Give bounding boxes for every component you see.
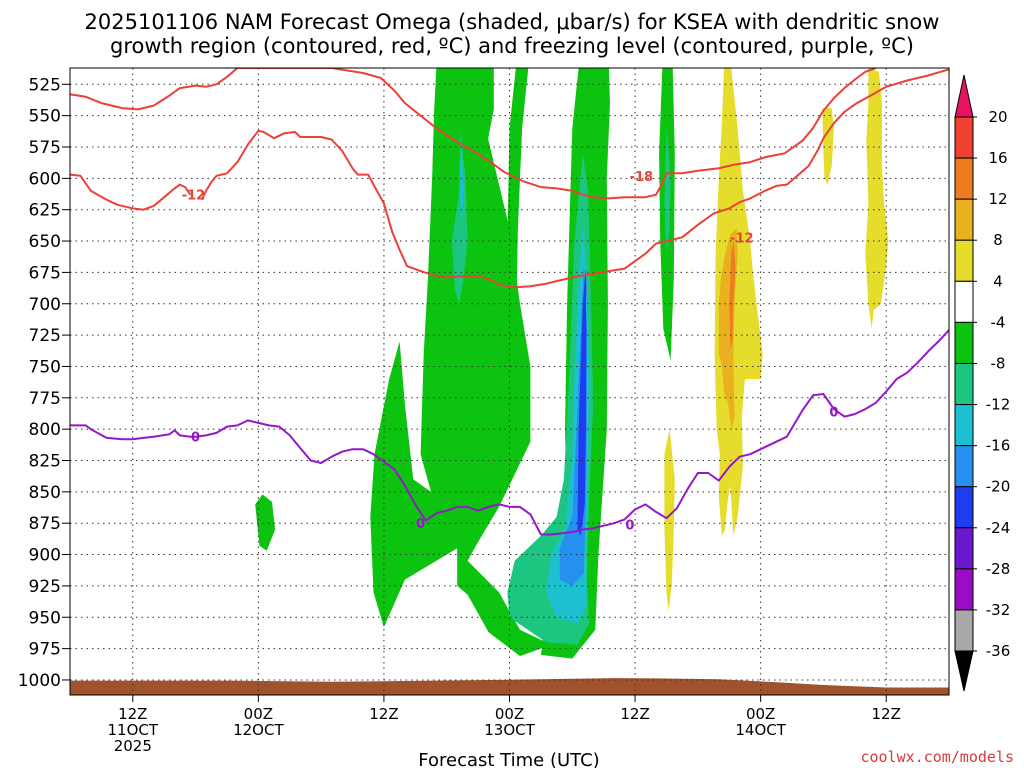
freezing-contour-label-3: 0: [625, 518, 634, 533]
y-tick-label-950: 950: [29, 608, 61, 628]
omega-region-13: [577, 272, 587, 536]
y-tick-label-600: 600: [29, 169, 61, 189]
colorbar-segment-4: [954, 239, 974, 282]
y-tick-label-825: 825: [29, 452, 61, 472]
omega-region-18: [865, 68, 889, 329]
x-tick-label-2-line-2: 12OCT: [233, 721, 284, 739]
y-tick-label-725: 725: [29, 326, 61, 346]
colorbar-label-10: -20: [986, 478, 1011, 496]
y-tick-label-750: 750: [29, 357, 61, 377]
freezing-contour-label-2: 0: [416, 517, 425, 532]
dgz-contour-1: [70, 68, 877, 200]
terrain-layer: [70, 678, 949, 695]
freezing-contour-label-4: 0: [829, 406, 838, 421]
colorbar-label-4: 8: [993, 231, 1003, 249]
terrain-surface: [70, 678, 949, 695]
omega-region-11: [459, 147, 464, 229]
colorbar-segment-11: [954, 527, 974, 570]
colorbar-segment-2: [954, 157, 974, 200]
dgz-contour-3: [200, 68, 949, 289]
x-tick-label-5-line-1: 12Z: [620, 705, 649, 723]
colorbar-label-9: -16: [986, 437, 1011, 455]
x-tick-label-4-line-1: 00Z: [495, 705, 524, 723]
x-tick-label-1-line-2: 11OCT: [108, 721, 159, 739]
omega-region-1: [370, 68, 552, 657]
colorbar-label-11: -24: [986, 519, 1011, 537]
omega-region-15: [714, 68, 763, 536]
omega-region-6: [255, 494, 276, 551]
y-tick-label-675: 675: [29, 263, 61, 283]
colorbar-segment-8: [954, 404, 974, 447]
y-tick-label-900: 900: [29, 546, 61, 566]
colorbar-segment-10: [954, 486, 974, 529]
omega-region-9: [664, 128, 671, 254]
x-tick-label-6-line-2: 14OCT: [735, 721, 786, 739]
x-tick-label-1-line-1: 12Z: [118, 705, 147, 723]
y-tick-label-975: 975: [29, 640, 61, 660]
y-tick-label-850: 850: [29, 483, 61, 503]
y-tick-label-800: 800: [29, 420, 61, 440]
colorbar-segment-3: [954, 198, 974, 241]
colorbar-segment-13: [954, 609, 974, 652]
colorbar-segment-6: [954, 321, 974, 364]
colorbar-label-12: -28: [986, 560, 1011, 578]
contour-layer: [70, 68, 949, 536]
omega-region-8: [451, 128, 468, 304]
colorbar-label-3: 12: [988, 190, 1007, 208]
freezing-level-contour: [70, 329, 949, 536]
gridlines: [70, 68, 949, 695]
colorbar-segment-7: [954, 362, 974, 406]
colorbar: 20 16 12 8 4 -4 -8 -12 -16 -20 -24 -28 -32 -36: [954, 74, 1011, 692]
colorbar-top-triangle: [954, 74, 974, 118]
y-tick-label-700: 700: [29, 295, 61, 315]
dgz-contour-label-2: -12: [730, 231, 754, 246]
y-tick-label-775: 775: [29, 389, 61, 409]
omega-shading-layer: [255, 68, 889, 659]
colorbar-label-13: -32: [986, 601, 1011, 619]
colorbar-label-14: -36: [986, 642, 1011, 660]
freezing-contour-label-1: 0: [191, 431, 200, 446]
colorbar-label-7: -8: [991, 354, 1006, 372]
y-tick-label-1000: 1000: [18, 671, 61, 691]
chart-title-line-1: 2025101106 NAM Forecast Omega (shaded, μ…: [85, 10, 940, 34]
source-credit: coolwx.com/models: [860, 748, 1014, 766]
chart-title-line-2: growth region (contoured, red, ºC) and f…: [110, 34, 914, 58]
omega-region-20: [729, 241, 736, 348]
y-tick-label-925: 925: [29, 577, 61, 597]
colorbar-label-6: -4: [991, 313, 1006, 331]
omega-region-14: [584, 268, 587, 317]
x-tick-label-6-line-1: 00Z: [746, 705, 775, 723]
colorbar-segment-1: [954, 116, 974, 159]
colorbar-label-2: 16: [988, 149, 1007, 167]
x-tick-label-4-line-2: 13OCT: [484, 721, 535, 739]
colorbar-label-8: -12: [986, 396, 1011, 414]
colorbar-label-1: 20: [988, 108, 1007, 126]
dgz-contour-label-3: -18: [630, 170, 654, 185]
y-tick-label-875: 875: [29, 514, 61, 534]
y-tick-label-650: 650: [29, 232, 61, 252]
contour-labels: -12 -12 -18 0 0 0 0: [182, 170, 839, 534]
y-axis-pressure-ticks: 525 550 575 600 625 650 675 700 725 750 775 800 825 8…: [18, 75, 70, 691]
x-tick-label-7-line-1: 12Z: [872, 705, 901, 723]
colorbar-segment-5: [954, 280, 974, 323]
y-tick-label-575: 575: [29, 138, 61, 158]
y-tick-label-625: 625: [29, 201, 61, 221]
colorbar-bottom-triangle: [954, 650, 974, 692]
dgz-contour-2: [70, 173, 192, 211]
x-tick-label-3-line-1: 12Z: [369, 705, 398, 723]
x-tick-label-1-line-3: 2025: [114, 737, 152, 755]
omega-region-4: [501, 68, 529, 382]
colorbar-segment-12: [954, 568, 974, 611]
y-tick-label-525: 525: [29, 75, 61, 95]
y-tick-label-550: 550: [29, 107, 61, 127]
x-axis-label: Forecast Time (UTC): [418, 750, 599, 768]
colorbar-segment-9: [954, 445, 974, 488]
dgz-contour-label-1: -12: [182, 189, 206, 204]
x-tick-label-2-line-1: 00Z: [244, 705, 273, 723]
colorbar-label-5: 4: [993, 272, 1003, 290]
omega-region-16: [664, 429, 675, 611]
